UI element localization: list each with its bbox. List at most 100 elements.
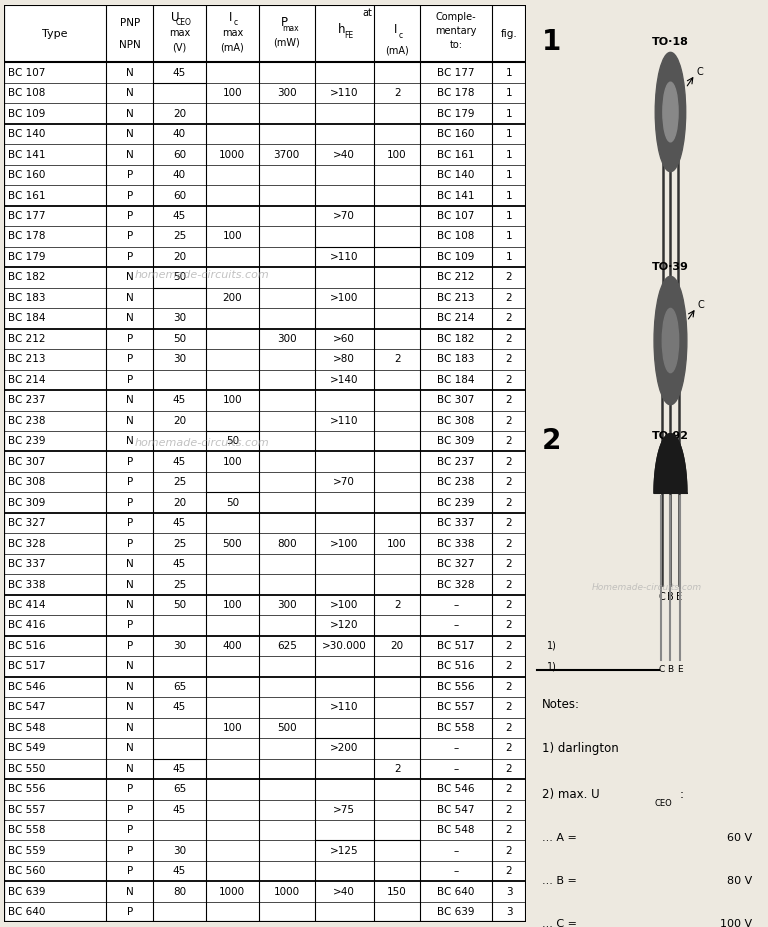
Text: 100: 100 [387, 149, 407, 159]
Text: 45: 45 [173, 211, 186, 221]
Text: Homemade-circuits.com: Homemade-circuits.com [592, 583, 702, 592]
Text: N: N [126, 415, 134, 425]
Text: C: C [697, 299, 704, 310]
Text: 25: 25 [173, 477, 186, 488]
Text: 45: 45 [173, 764, 186, 774]
Text: 3: 3 [505, 886, 512, 896]
Text: BC 178: BC 178 [8, 232, 45, 241]
Text: P: P [280, 16, 287, 29]
Text: BC 107: BC 107 [8, 68, 45, 78]
Text: BC 183: BC 183 [8, 293, 45, 303]
Text: BC 327: BC 327 [438, 559, 475, 569]
Text: P: P [127, 232, 133, 241]
Text: BC 557: BC 557 [8, 805, 45, 815]
Text: 45: 45 [173, 559, 186, 569]
Text: BC 239: BC 239 [8, 437, 45, 446]
Text: P: P [127, 805, 133, 815]
Text: BC 109: BC 109 [8, 108, 45, 119]
Text: CEO: CEO [654, 799, 672, 808]
Text: N: N [126, 273, 134, 283]
Text: 25: 25 [173, 579, 186, 590]
Text: N: N [126, 293, 134, 303]
Text: Comple-: Comple- [435, 12, 476, 22]
Text: BC 558: BC 558 [438, 723, 475, 733]
Text: N: N [126, 149, 134, 159]
Text: CEO: CEO [176, 18, 191, 27]
Text: 2: 2 [505, 845, 512, 856]
Text: P: P [127, 477, 133, 488]
Text: 40: 40 [173, 170, 186, 180]
Text: BC 184: BC 184 [8, 313, 45, 324]
Text: BC 546: BC 546 [8, 682, 45, 692]
Text: BC 549: BC 549 [8, 743, 45, 754]
Text: TO·18: TO·18 [652, 37, 689, 46]
Text: BC 109: BC 109 [438, 252, 475, 262]
Text: >120: >120 [330, 620, 359, 630]
Text: 100 V: 100 V [720, 920, 753, 927]
Text: BC 183: BC 183 [438, 354, 475, 364]
Text: 2: 2 [505, 723, 512, 733]
Text: 100: 100 [387, 539, 407, 549]
Text: mentary: mentary [435, 26, 477, 36]
Text: homemade-circuits.com: homemade-circuits.com [135, 438, 270, 449]
Text: 2: 2 [505, 620, 512, 630]
Text: BC 108: BC 108 [438, 232, 475, 241]
Text: 100: 100 [223, 600, 242, 610]
Text: BC 141: BC 141 [438, 191, 475, 200]
Text: –: – [454, 743, 458, 754]
Text: N: N [126, 579, 134, 590]
Text: N: N [126, 559, 134, 569]
Text: 100: 100 [223, 723, 242, 733]
Text: Notes:: Notes: [541, 698, 580, 711]
Text: Type: Type [42, 29, 68, 39]
Text: h: h [338, 23, 346, 36]
Text: 1: 1 [505, 129, 512, 139]
Text: C: C [660, 328, 666, 338]
Text: 40: 40 [173, 129, 186, 139]
Text: 45: 45 [173, 518, 186, 528]
Text: (V): (V) [172, 43, 187, 52]
Text: :: : [680, 788, 684, 801]
Text: max: max [222, 28, 243, 38]
Text: >80: >80 [333, 354, 355, 364]
Text: 2: 2 [505, 498, 512, 508]
Text: (mA): (mA) [220, 43, 244, 52]
Text: P: P [127, 845, 133, 856]
Text: (mA): (mA) [386, 45, 409, 55]
Text: 50: 50 [226, 437, 239, 446]
Text: 800: 800 [277, 539, 296, 549]
Text: 45: 45 [173, 703, 186, 712]
Text: BC 213: BC 213 [8, 354, 45, 364]
Text: 1: 1 [505, 191, 512, 200]
Text: E: E [676, 592, 682, 602]
Text: N: N [126, 68, 134, 78]
Text: >125: >125 [330, 845, 359, 856]
Text: BC 308: BC 308 [8, 477, 45, 488]
Text: ... C =: ... C = [541, 920, 577, 927]
Text: BC 338: BC 338 [438, 539, 475, 549]
Text: (mW): (mW) [273, 38, 300, 47]
Text: –: – [454, 600, 458, 610]
Text: BC 238: BC 238 [438, 477, 475, 488]
Text: 300: 300 [277, 600, 296, 610]
Text: BC 212: BC 212 [438, 273, 475, 283]
Text: BC 178: BC 178 [438, 88, 475, 98]
Text: 45: 45 [173, 68, 186, 78]
Text: BC 309: BC 309 [8, 498, 45, 508]
Text: BC 309: BC 309 [438, 437, 475, 446]
Text: 1: 1 [505, 108, 512, 119]
Text: C: C [697, 67, 703, 77]
Text: >60: >60 [333, 334, 355, 344]
Text: BC 516: BC 516 [8, 641, 45, 651]
Text: 1: 1 [505, 252, 512, 262]
Text: N: N [126, 313, 134, 324]
Text: 2: 2 [505, 743, 512, 754]
Polygon shape [654, 434, 687, 493]
Text: BC 328: BC 328 [438, 579, 475, 590]
Text: 45: 45 [173, 805, 186, 815]
Text: N: N [126, 886, 134, 896]
Text: c: c [399, 31, 402, 40]
Text: homemade-circuits.com: homemade-circuits.com [135, 271, 270, 280]
Text: 1): 1) [547, 662, 557, 671]
Text: 30: 30 [173, 845, 186, 856]
